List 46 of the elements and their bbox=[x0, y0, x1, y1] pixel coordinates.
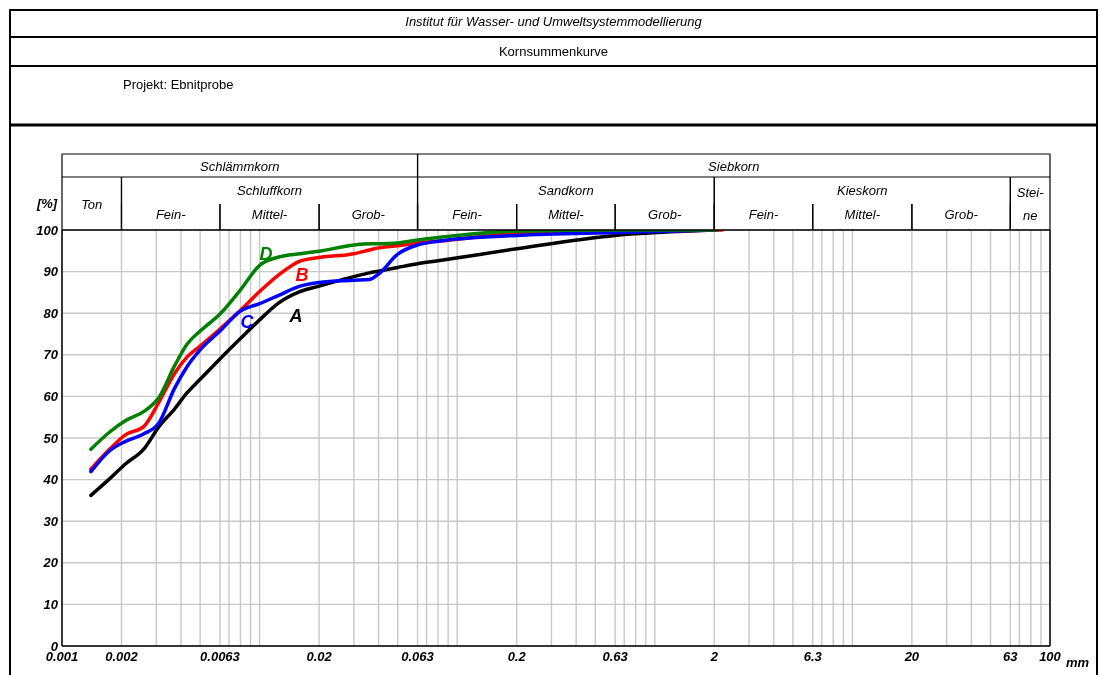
y-tick-label: 50 bbox=[43, 430, 59, 446]
text: Stei- ne bbox=[1016, 184, 1045, 223]
x-tick-label: 0.02 bbox=[306, 649, 333, 665]
text: Sandkorn bbox=[538, 182, 594, 198]
y-tick-label: 40 bbox=[42, 472, 59, 488]
series-label: C bbox=[240, 312, 255, 332]
y-axis-title: [%] bbox=[35, 195, 58, 211]
x-tick-label: 0.0063 bbox=[200, 649, 241, 665]
x-tick-label: 0.002 bbox=[105, 649, 139, 665]
text: Schluffkorn bbox=[236, 182, 303, 198]
text: Kieskorn bbox=[837, 182, 888, 198]
x-tick-label: 100 bbox=[1039, 649, 1062, 665]
series-label: B bbox=[295, 265, 309, 285]
text: Ton bbox=[81, 196, 103, 211]
chart-title: Kornsummenkurve bbox=[497, 44, 610, 59]
text: Siebkorn bbox=[708, 158, 760, 173]
y-tick-label: 60 bbox=[43, 389, 59, 405]
y-tick-label: 80 bbox=[43, 305, 59, 321]
text: Mittel- bbox=[548, 206, 585, 222]
series-label: D bbox=[259, 244, 273, 264]
text: Mittel- bbox=[844, 206, 881, 222]
x-tick-label: 2 bbox=[709, 649, 719, 665]
y-tick-label: 20 bbox=[42, 555, 59, 571]
x-tick-label: 0.2 bbox=[507, 649, 527, 665]
series-label: A bbox=[288, 306, 303, 326]
text: Fein- bbox=[155, 206, 187, 222]
x-tick-label: 6.3 bbox=[803, 649, 823, 665]
x-tick-label: 0.063 bbox=[401, 649, 435, 665]
x-tick-label: 20 bbox=[903, 649, 920, 665]
text: Grob- bbox=[944, 206, 979, 222]
y-tick-label: 100 bbox=[36, 222, 59, 238]
y-tick-label: 10 bbox=[43, 597, 59, 613]
x-tick-label: 0.63 bbox=[602, 649, 629, 665]
text: Mittel- bbox=[251, 206, 288, 222]
chart-subtitle: Projekt: Ebnitprobe bbox=[123, 77, 234, 92]
text: Grob- bbox=[648, 206, 682, 222]
text: Grob- bbox=[351, 206, 386, 222]
x-axis-title: mm bbox=[1066, 654, 1090, 670]
text: Institut für Wasser- und Umweltsystemmodellierung bbox=[404, 14, 703, 29]
text: Schlämmkorn bbox=[200, 158, 280, 173]
text: Fein- bbox=[748, 206, 779, 222]
x-tick-label: 63 bbox=[1003, 649, 1019, 665]
y-tick-label: 90 bbox=[43, 264, 59, 280]
text: Fein- bbox=[452, 206, 483, 222]
y-tick-label: 30 bbox=[43, 513, 59, 529]
y-tick-label: 70 bbox=[43, 347, 59, 363]
